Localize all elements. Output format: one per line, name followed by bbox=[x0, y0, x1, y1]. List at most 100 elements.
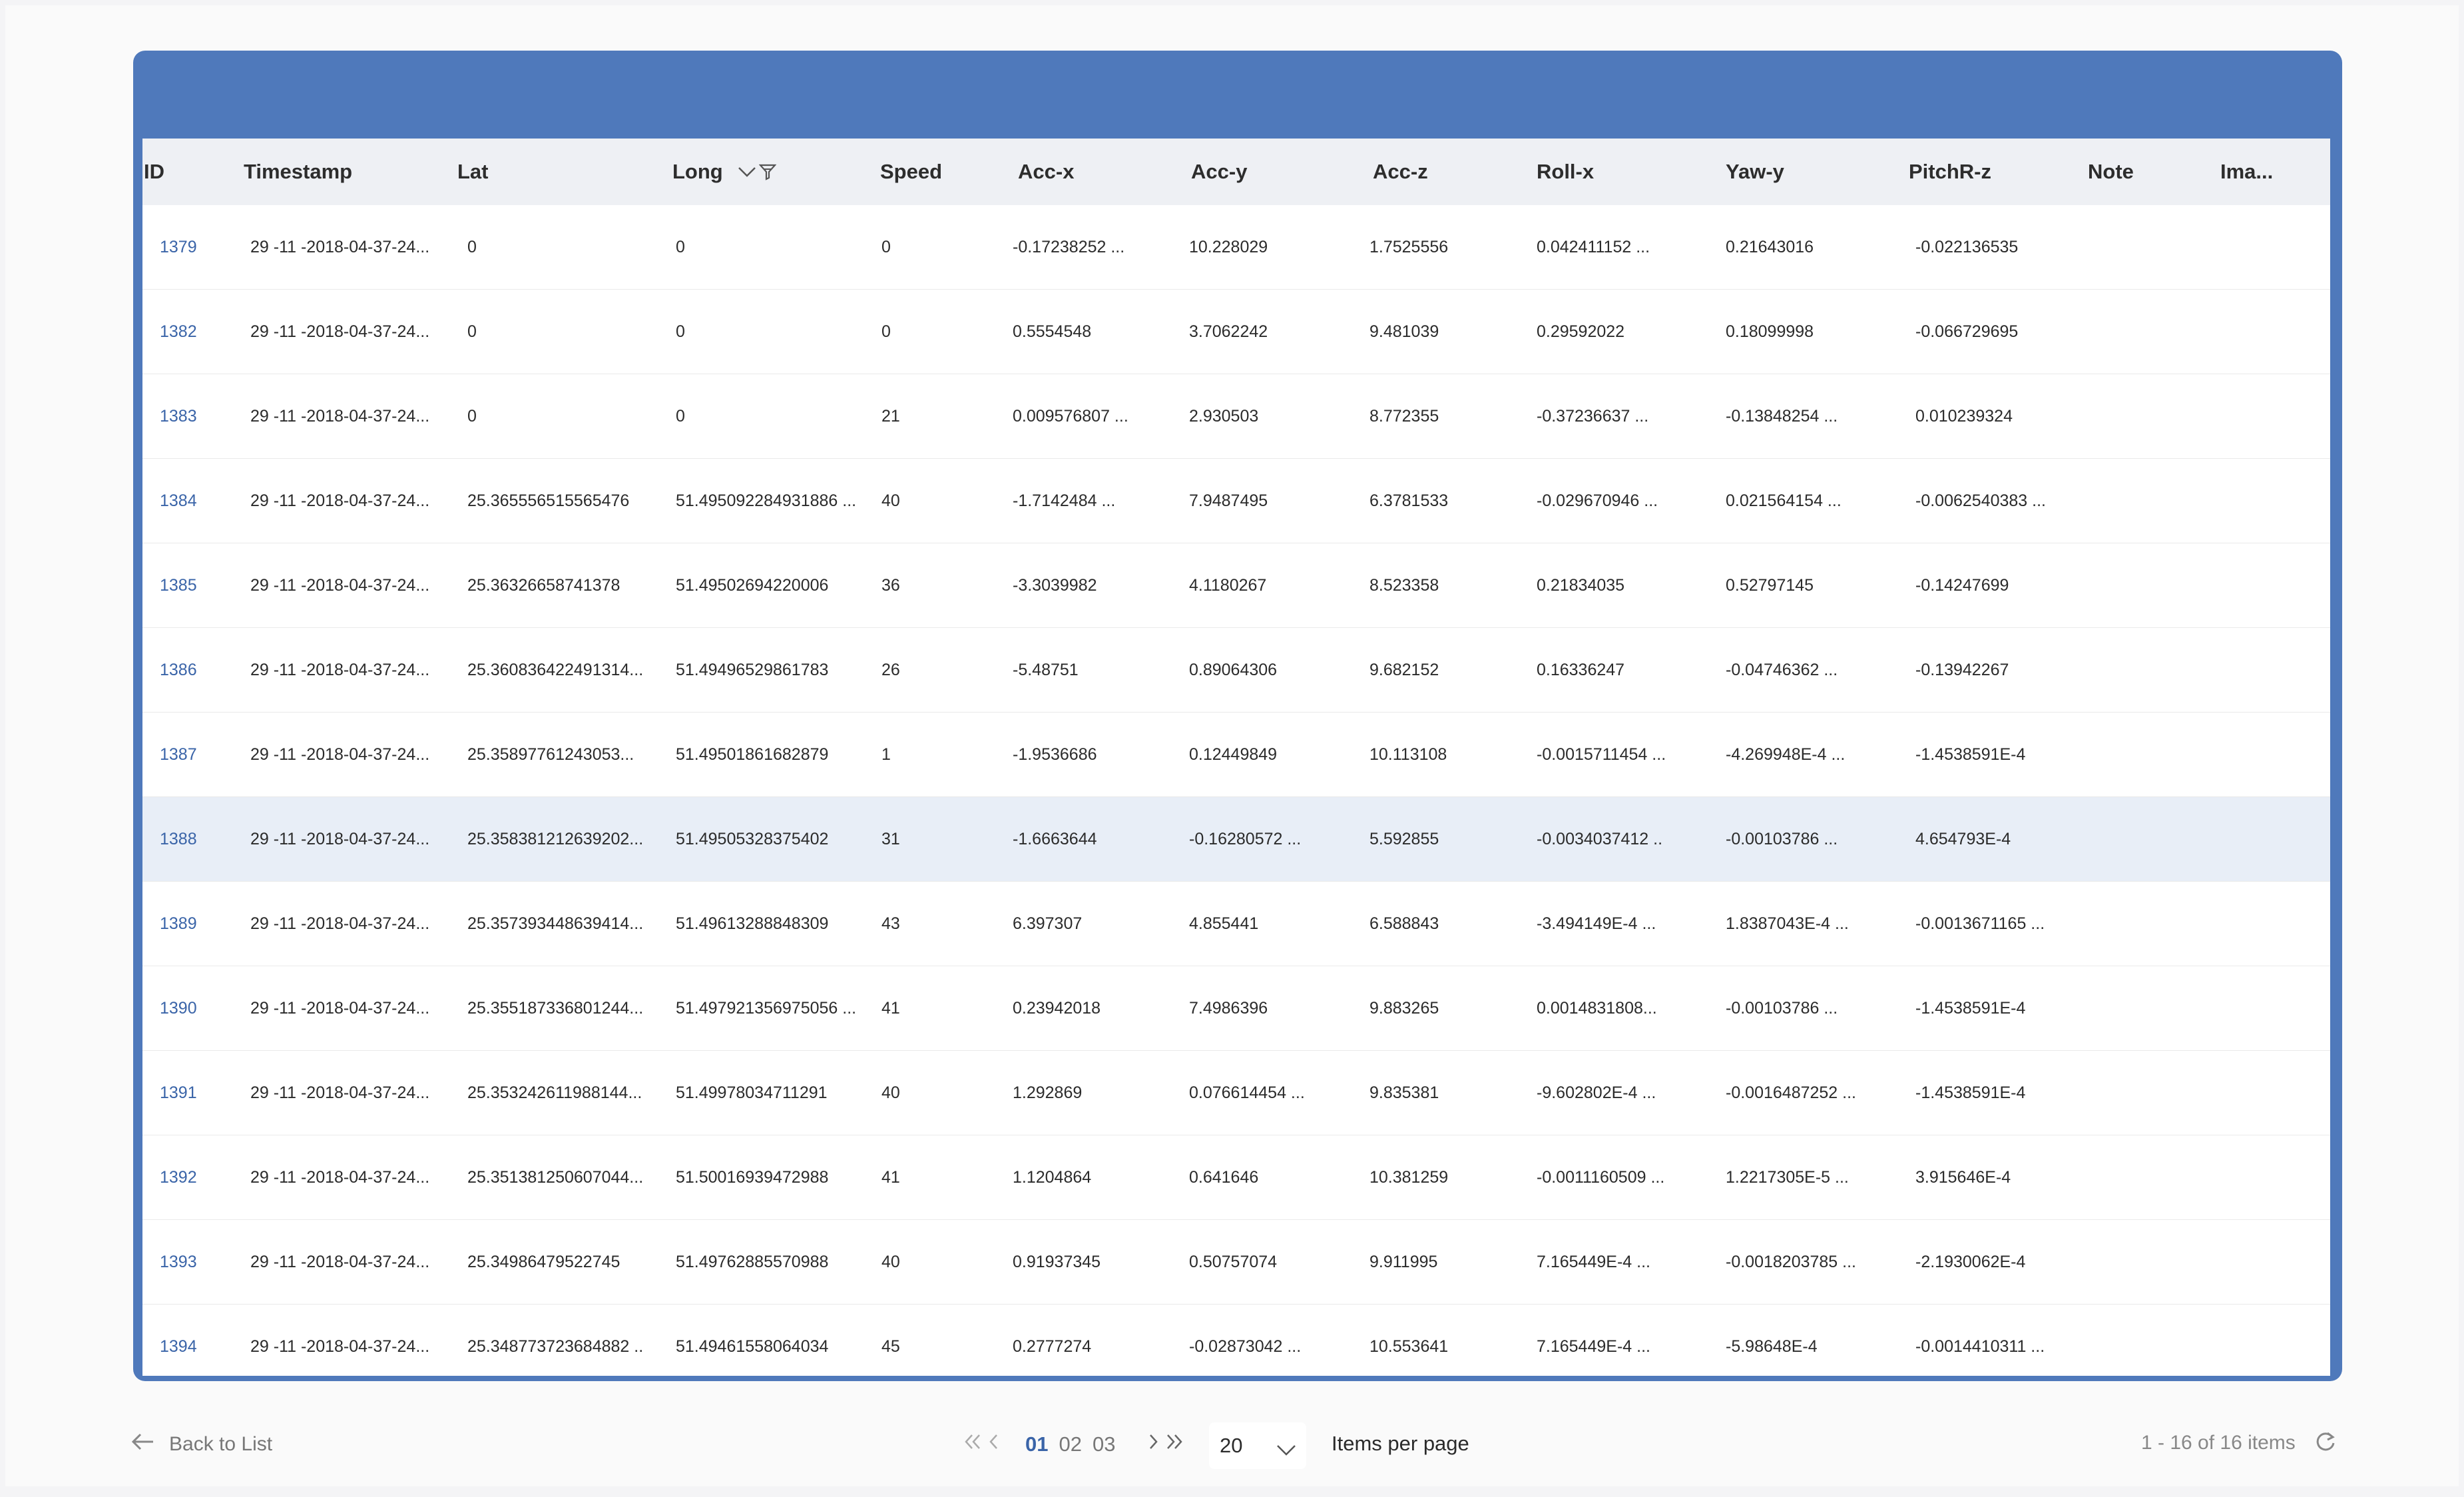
cell-timestamp: 29 -11 -2018-04-37-24... bbox=[250, 1337, 430, 1356]
row-id-link[interactable]: 1392 bbox=[160, 1168, 197, 1187]
cell-lat: 25.351381250607044... bbox=[467, 1168, 644, 1187]
cell-acc-z: 10.381259 bbox=[1369, 1168, 1449, 1187]
row-id-link[interactable]: 1385 bbox=[160, 576, 197, 595]
cell-timestamp: 29 -11 -2018-04-37-24... bbox=[250, 407, 430, 426]
cell-pitchr-z: -1.4538591E-4 bbox=[1915, 1083, 2026, 1102]
column-header-acc-z[interactable]: Acc-z bbox=[1373, 160, 1428, 183]
table-row[interactable]: 1387 29 -11 -2018-04-37-24... 25.358977612… bbox=[142, 713, 2330, 798]
column-header-pitchr-z[interactable]: PitchR-z bbox=[1909, 160, 1991, 183]
refresh-icon[interactable] bbox=[2313, 1429, 2338, 1458]
row-id-link[interactable]: 1391 bbox=[160, 1083, 197, 1102]
table-row[interactable]: 1382 29 -11 -2018-04-37-24... 0 0 0 0.5554548… bbox=[142, 290, 2330, 375]
cell-timestamp: 29 -11 -2018-04-37-24... bbox=[250, 914, 430, 933]
page-number-01[interactable]: 01 bbox=[1025, 1432, 1049, 1456]
cell-acc-z: 1.7525556 bbox=[1369, 238, 1449, 256]
cell-yaw-y: 0.18099998 bbox=[1726, 322, 1814, 341]
column-header-image[interactable]: Ima... bbox=[2220, 160, 2274, 183]
cell-acc-y: 0.50757074 bbox=[1189, 1253, 1278, 1271]
cell-acc-x: -1.6663644 bbox=[1013, 830, 1097, 848]
back-to-list-link[interactable]: Back to List bbox=[130, 1432, 272, 1457]
table-row[interactable]: 1389 29 -11 -2018-04-37-24... 25.357393448… bbox=[142, 882, 2330, 967]
column-header-acc-x[interactable]: Acc-x bbox=[1018, 160, 1075, 183]
table-row[interactable]: 1383 29 -11 -2018-04-37-24... 0 0 21 0.009576… bbox=[142, 374, 2330, 459]
table-row[interactable]: 1385 29 -11 -2018-04-37-24... 25.363266587… bbox=[142, 543, 2330, 629]
row-id-link[interactable]: 1386 bbox=[160, 661, 197, 679]
cell-acc-y: 4.855441 bbox=[1189, 914, 1259, 933]
column-header-timestamp[interactable]: Timestamp bbox=[244, 160, 353, 183]
filter-icon[interactable] bbox=[759, 163, 776, 180]
cell-long: 51.49496529861783 bbox=[676, 661, 829, 679]
column-header-lat[interactable]: Lat bbox=[457, 160, 489, 183]
row-id-link[interactable]: 1387 bbox=[160, 745, 197, 764]
cell-long: 51.49461558064034 bbox=[676, 1337, 829, 1356]
row-id-link[interactable]: 1390 bbox=[160, 999, 197, 1018]
row-id-link[interactable]: 1393 bbox=[160, 1253, 197, 1271]
row-id-link[interactable]: 1394 bbox=[160, 1337, 197, 1356]
back-to-list-label: Back to List bbox=[169, 1433, 273, 1455]
row-id-link[interactable]: 1388 bbox=[160, 830, 197, 848]
cell-roll-x: -0.37236637 ... bbox=[1537, 407, 1649, 426]
next-page-icon[interactable] bbox=[1146, 1432, 1160, 1457]
pagination: 01 02 03 bbox=[963, 1432, 1184, 1457]
table-row[interactable]: 1393 29 -11 -2018-04-37-24... 25.349864795… bbox=[142, 1220, 2330, 1305]
cell-yaw-y: -0.00103786 ... bbox=[1726, 999, 1838, 1018]
cell-roll-x: -0.0011160509 ... bbox=[1537, 1168, 1665, 1187]
cell-pitchr-z: 4.654793E-4 bbox=[1915, 830, 2011, 848]
page-number-03[interactable]: 03 bbox=[1092, 1432, 1116, 1456]
prev-page-icon[interactable] bbox=[987, 1432, 1001, 1457]
cell-yaw-y: 0.021564154 ... bbox=[1726, 491, 1842, 510]
cell-acc-x: 1.292869 bbox=[1013, 1083, 1083, 1102]
cell-acc-y: -0.16280572 ... bbox=[1189, 830, 1302, 848]
page-number-02[interactable]: 02 bbox=[1059, 1432, 1082, 1456]
table-row[interactable]: 1391 29 -11 -2018-04-37-24... 25.353242611… bbox=[142, 1051, 2330, 1136]
row-id-link[interactable]: 1384 bbox=[160, 491, 197, 510]
cell-pitchr-z: -0.14247699 bbox=[1915, 576, 2009, 595]
column-header-long[interactable]: Long bbox=[672, 160, 723, 183]
cell-pitchr-z: -0.0062540383 ... bbox=[1915, 491, 2046, 510]
table-row[interactable]: 1392 29 -11 -2018-04-37-24... 25.351381250… bbox=[142, 1135, 2330, 1221]
row-id-link[interactable]: 1383 bbox=[160, 407, 197, 426]
first-page-icon[interactable] bbox=[963, 1432, 983, 1457]
chevron-down-icon bbox=[1276, 1438, 1297, 1462]
last-page-icon[interactable] bbox=[1164, 1432, 1184, 1457]
sort-icon[interactable] bbox=[738, 165, 756, 178]
column-header-id[interactable]: ID bbox=[144, 160, 164, 183]
cell-roll-x: 7.165449E-4 ... bbox=[1537, 1253, 1650, 1271]
cell-yaw-y: 0.21643016 bbox=[1726, 238, 1814, 256]
cell-lat: 25.348773723684882 .. bbox=[467, 1337, 644, 1356]
column-header-roll-x[interactable]: Roll-x bbox=[1537, 160, 1595, 183]
table-row[interactable]: 1388 29 -11 -2018-04-37-24... 25.358381212… bbox=[142, 797, 2330, 882]
cell-acc-y: -0.02873042 ... bbox=[1189, 1337, 1302, 1356]
page-size-select[interactable]: 20 bbox=[1209, 1422, 1306, 1469]
cell-pitchr-z: -1.4538591E-4 bbox=[1915, 999, 2026, 1018]
column-header-speed[interactable]: Speed bbox=[880, 160, 943, 183]
cell-yaw-y: -4.269948E-4 ... bbox=[1726, 745, 1846, 764]
table-row[interactable]: 1390 29 -11 -2018-04-37-24... 25.355187336… bbox=[142, 966, 2330, 1051]
cell-roll-x: -9.602802E-4 ... bbox=[1537, 1083, 1656, 1102]
cell-acc-x: 0.91937345 bbox=[1013, 1253, 1101, 1271]
table-row[interactable]: 1384 29 -11 -2018-04-37-24... 25.365556515… bbox=[142, 459, 2330, 544]
row-id-link[interactable]: 1382 bbox=[160, 322, 197, 341]
table-row[interactable]: 1379 29 -11 -2018-04-37-24... 0 0 0 -0.172382… bbox=[142, 205, 2330, 290]
row-id-link[interactable]: 1379 bbox=[160, 238, 197, 256]
column-header-yaw-y[interactable]: Yaw-y bbox=[1726, 160, 1784, 183]
cell-lat: 25.355187336801244... bbox=[467, 999, 644, 1018]
column-header-acc-y[interactable]: Acc-y bbox=[1191, 160, 1248, 183]
cell-acc-z: 10.553641 bbox=[1369, 1337, 1449, 1356]
table-row[interactable]: 1394 29 -11 -2018-04-37-24... 25.348773723… bbox=[142, 1305, 2330, 1376]
cell-long: 51.49505328375402 bbox=[676, 830, 829, 848]
cell-timestamp: 29 -11 -2018-04-37-24... bbox=[250, 491, 430, 510]
row-id-link[interactable]: 1389 bbox=[160, 914, 197, 933]
cell-timestamp: 29 -11 -2018-04-37-24... bbox=[250, 238, 430, 256]
cell-timestamp: 29 -11 -2018-04-37-24... bbox=[250, 322, 430, 341]
cell-acc-x: -1.9536686 bbox=[1013, 745, 1097, 764]
cell-roll-x: 0.0014831808... bbox=[1537, 999, 1657, 1018]
cell-speed: 31 bbox=[881, 830, 900, 848]
cell-acc-z: 9.883265 bbox=[1369, 999, 1439, 1018]
grid-header: ID Timestamp Lat Long Speed Acc-x Acc-y … bbox=[142, 139, 2330, 205]
cell-timestamp: 29 -11 -2018-04-37-24... bbox=[250, 576, 430, 595]
column-header-note[interactable]: Note bbox=[2088, 160, 2134, 183]
table-row[interactable]: 1386 29 -11 -2018-04-37-24... 25.360836422… bbox=[142, 628, 2330, 713]
cell-long: 51.49762885570988 bbox=[676, 1253, 829, 1271]
cell-yaw-y: 0.52797145 bbox=[1726, 576, 1814, 595]
